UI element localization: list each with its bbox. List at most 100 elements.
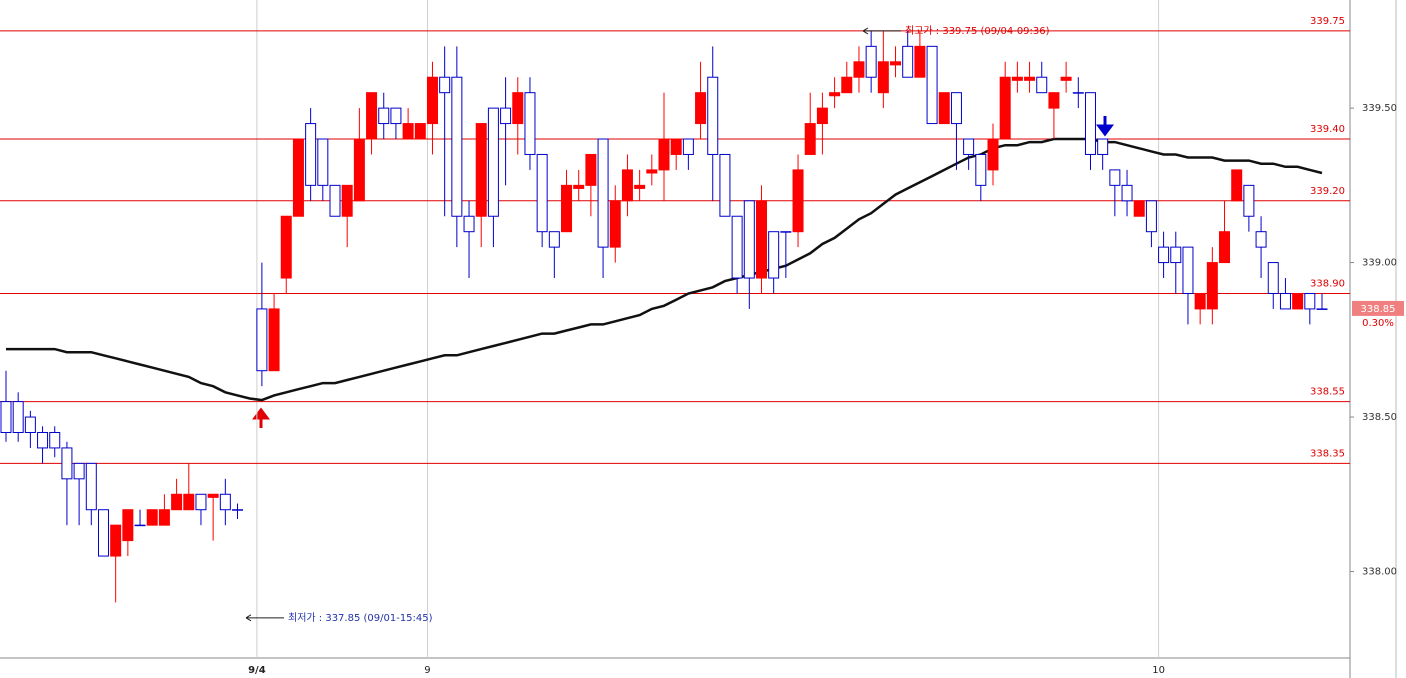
x-tick-label: 10 [1152,665,1165,676]
candle-body [975,153,987,186]
candle-body [695,92,707,125]
candle-body [134,524,146,527]
y-tick-label: 338.50 [1362,412,1397,423]
candle-body [1292,292,1304,310]
x-tick-label: 9/4 [248,665,266,676]
candle-body [1097,138,1109,155]
candle-body [207,493,219,498]
candle-body [524,92,536,155]
candle-body [1158,246,1170,264]
candle-body [305,123,317,186]
candle-body [329,184,341,217]
candle-body [731,215,743,279]
candle-body [877,61,889,94]
candle-body [500,107,512,125]
candle-body [451,76,463,217]
candle-body [634,184,646,189]
candle-body [24,416,36,433]
level-label: 339.75 [1310,16,1345,27]
annotation-arrow [245,614,284,622]
candle-body [646,169,658,174]
level-label: 339.40 [1310,124,1345,135]
candle-body [902,45,914,78]
candle-body [841,76,853,94]
candle-body [1133,200,1145,217]
candle-body [1072,92,1084,94]
candle-body [1060,76,1072,81]
candle-body [402,123,414,140]
candle-body [268,308,280,372]
candle-body [1084,92,1096,155]
candle-body [1011,76,1023,81]
candle-body [914,45,926,78]
candle-body [183,493,195,511]
candle-body [1145,200,1157,233]
candle-body [1170,246,1182,264]
candle-body [1243,184,1255,217]
candle-body [292,138,304,217]
level-label: 338.35 [1310,448,1345,459]
candle-body [1024,76,1036,81]
y-tick-label: 338.00 [1362,567,1397,578]
candle-body [853,61,865,78]
candle-body [219,493,231,511]
candle-body [256,308,268,372]
candle-body [1206,262,1218,310]
candle-body [780,231,792,233]
candle-body [414,123,426,140]
candle-body [487,107,499,217]
y-tick-label: 339.50 [1362,103,1397,114]
current-price-box [1352,300,1404,316]
candle-body [890,61,902,66]
annotation-label: 최저가 : 337.85 (09/01-15:45) [288,612,433,624]
candle-body [1279,292,1291,310]
candle-body [548,231,560,248]
candle-body [146,509,158,526]
candle-body [158,509,170,526]
candle-body [171,493,183,511]
candle-body [12,401,24,433]
x-tick-label: 9 [424,665,430,676]
candle-body [1048,92,1060,109]
candle-body [597,138,609,248]
candle-body [682,138,694,155]
candle-body [439,76,451,94]
buy-signal-arrow [252,407,270,428]
candle-body [353,138,365,202]
candle-body [232,509,244,511]
annotation-arrow [862,27,901,35]
candle-body [1109,169,1121,186]
level-label: 339.20 [1310,186,1345,197]
candle-body [719,153,731,217]
candle-body [804,123,816,155]
sell-signal-arrow [1096,116,1114,137]
candle-body [816,107,828,125]
level-label: 338.90 [1310,278,1345,289]
candle-body [195,493,207,511]
candle-body [341,184,353,217]
candle-body [938,92,950,125]
candle-body [658,138,670,171]
candle-body [926,45,938,125]
candle-body [390,107,402,125]
candle-body [755,200,767,279]
candle-body [621,169,633,202]
candle-body [585,153,597,186]
candle-body [1267,262,1279,294]
y-tick-label: 339.00 [1362,258,1397,269]
candle-body [670,138,682,155]
candle-body [1316,308,1328,310]
candle-body [37,431,49,449]
candle-body [73,462,85,480]
candle-body [609,200,621,248]
candle-body [512,92,524,125]
candle-body [122,509,134,542]
candle-body [536,153,548,233]
change-label: 0.30% [1362,318,1394,329]
candle-body [110,524,122,557]
candle-body [61,447,73,480]
candle-body [1036,76,1048,94]
candle-body [366,92,378,140]
